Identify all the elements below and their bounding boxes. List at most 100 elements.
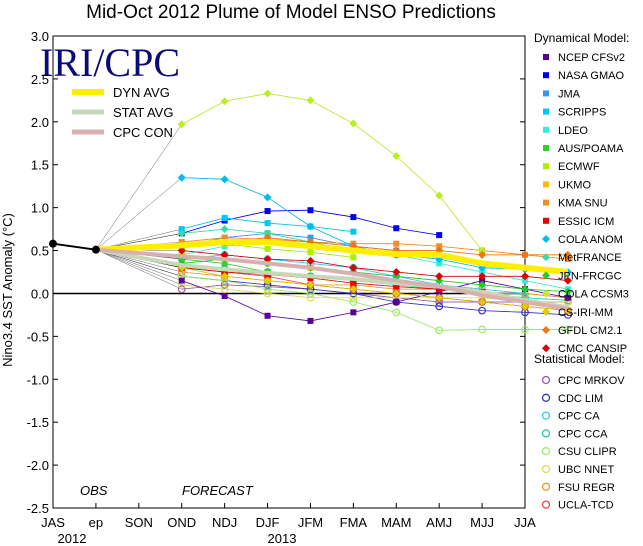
data-point bbox=[521, 272, 529, 281]
data-point bbox=[264, 245, 271, 252]
legend-marker bbox=[543, 217, 549, 224]
series-cs-iri-mm bbox=[95, 249, 572, 315]
series-line-colored bbox=[181, 93, 483, 251]
data-point bbox=[522, 277, 528, 284]
data-point bbox=[221, 214, 228, 221]
x-tick-label: FMA bbox=[340, 515, 368, 530]
series-cpc-con bbox=[95, 247, 569, 311]
dynamical-legend-header: Dynamical Model: bbox=[534, 31, 629, 45]
data-point bbox=[435, 191, 444, 200]
legend-label-cdc-lim: CDC LIM bbox=[558, 393, 603, 405]
legend-label-aus-poama: AUS/POAMA bbox=[558, 143, 624, 155]
data-point bbox=[306, 293, 315, 302]
series-line bbox=[95, 177, 568, 273]
legend-marker bbox=[541, 429, 551, 438]
y-tick-label: 1.5 bbox=[31, 158, 49, 173]
data-point bbox=[350, 254, 357, 261]
x-tick-label: NDJ bbox=[212, 515, 237, 530]
data-point bbox=[263, 229, 272, 238]
data-point bbox=[177, 120, 186, 129]
data-point bbox=[220, 280, 229, 289]
series-cmc-cansip bbox=[95, 246, 572, 285]
series-line-colored bbox=[181, 267, 483, 293]
y-tick-label: -1.5 bbox=[27, 415, 49, 430]
data-point bbox=[307, 207, 314, 214]
legend-marker bbox=[543, 72, 549, 79]
avg-legend-label: DYN AVG bbox=[113, 85, 170, 100]
legend-marker bbox=[542, 289, 550, 298]
legend-label-gfdl-cm2-1: GFDL CM2.1 bbox=[558, 325, 622, 337]
data-point bbox=[220, 272, 229, 281]
legend-label-scripps: SCRIPPS bbox=[558, 107, 606, 119]
y-tick-label: 1.0 bbox=[31, 201, 49, 216]
legend-label-ubc-nnet: UBC NNET bbox=[558, 464, 615, 476]
data-point bbox=[263, 193, 272, 202]
x-tick-label: DJF bbox=[256, 515, 280, 530]
series-line-colored bbox=[181, 280, 568, 322]
series-cola-ccsm3 bbox=[95, 89, 487, 255]
y-tick-label: 0.0 bbox=[31, 286, 49, 301]
legend-marker bbox=[543, 126, 549, 133]
data-point bbox=[350, 309, 357, 316]
avg-legend-label: CPC CON bbox=[113, 125, 173, 140]
statistical-legend-header: Statistical Model: bbox=[534, 352, 625, 366]
legend-label-ucla-tcd: UCLA-TCD bbox=[558, 500, 614, 512]
data-point bbox=[263, 255, 272, 264]
legend-label-cola-ccsm3: COLA CCSM3 bbox=[558, 289, 629, 301]
legend-marker bbox=[541, 447, 551, 456]
data-point bbox=[435, 255, 444, 264]
data-point bbox=[436, 232, 443, 239]
data-point bbox=[350, 280, 357, 287]
y-tick-label: -2.5 bbox=[27, 501, 49, 516]
data-point bbox=[393, 283, 400, 290]
data-point bbox=[221, 260, 228, 267]
data-point bbox=[392, 152, 401, 161]
series-line-colored bbox=[181, 237, 568, 260]
observed-point bbox=[91, 245, 100, 254]
legend-marker bbox=[542, 326, 550, 334]
legend-marker bbox=[543, 181, 549, 188]
data-point bbox=[264, 312, 271, 319]
series-dyn-avg bbox=[95, 238, 569, 275]
data-point bbox=[392, 308, 401, 317]
data-point bbox=[220, 97, 229, 106]
y-tick-label: 0.5 bbox=[31, 244, 49, 259]
observed-point bbox=[49, 239, 57, 248]
x-tick-label: JJA bbox=[514, 515, 536, 530]
data-point bbox=[263, 276, 272, 285]
data-point bbox=[478, 298, 487, 307]
data-point bbox=[435, 302, 444, 311]
legend-marker bbox=[541, 411, 551, 420]
data-point bbox=[264, 220, 271, 227]
y-axis-label: Nino3.4 SST Anomaly (°C) bbox=[0, 213, 15, 367]
legend-marker bbox=[542, 235, 550, 243]
data-point bbox=[263, 89, 272, 98]
data-point bbox=[307, 234, 314, 241]
legend-marker bbox=[543, 199, 549, 206]
legend-label-ncep-cfsv2: NCEP CFSv2 bbox=[558, 52, 625, 64]
data-point bbox=[220, 175, 229, 184]
series-ncep-cfsv2 bbox=[95, 249, 571, 324]
data-point bbox=[478, 306, 486, 315]
x-tick-label: SON bbox=[125, 515, 153, 530]
x-tick-label: AMJ bbox=[426, 515, 452, 530]
legend-marker bbox=[542, 253, 550, 262]
data-point bbox=[177, 173, 186, 182]
data-point bbox=[479, 269, 486, 275]
year-label-2012: 2012 bbox=[58, 531, 87, 546]
series-line-colored bbox=[181, 250, 568, 281]
legend-label-essic-icm: ESSIC ICM bbox=[558, 216, 614, 228]
data-point bbox=[349, 263, 358, 272]
data-point bbox=[178, 226, 185, 233]
data-point bbox=[436, 243, 443, 250]
legend-marker bbox=[542, 271, 550, 280]
y-tick-label: -1.0 bbox=[27, 372, 49, 387]
data-point bbox=[177, 229, 186, 238]
legend-label-fsu-regr: FSU REGR bbox=[558, 482, 615, 494]
data-point bbox=[563, 287, 572, 296]
data-point bbox=[435, 276, 444, 285]
data-point bbox=[478, 246, 487, 255]
legend-marker bbox=[541, 500, 551, 509]
data-point bbox=[306, 289, 315, 298]
y-tick-label: 2.0 bbox=[31, 115, 49, 130]
